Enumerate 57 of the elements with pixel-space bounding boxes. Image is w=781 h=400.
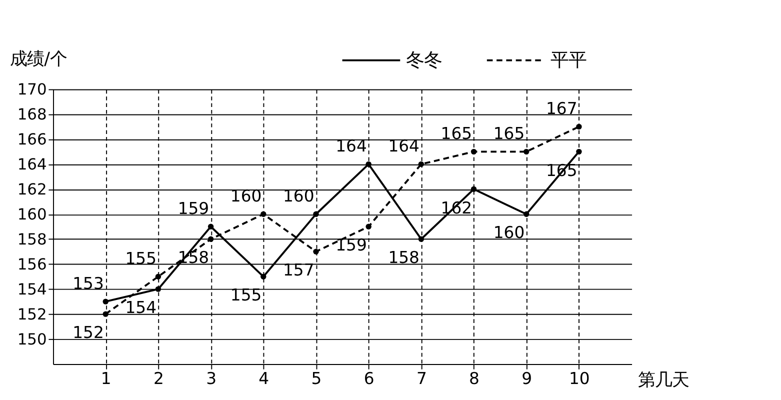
point: [470, 186, 477, 192]
point: [418, 236, 424, 242]
point: [208, 224, 214, 230]
point: [313, 211, 319, 217]
y-tick-label: 156: [17, 255, 47, 274]
y-tick-label: 152: [17, 305, 47, 324]
x-tick-label: 7: [416, 368, 427, 388]
y-tick-label: 170: [17, 80, 47, 99]
data-label: 155: [125, 249, 156, 268]
x-tick-label: 5: [311, 368, 322, 388]
x-tick-label: 1: [100, 368, 112, 388]
y-axis-title: 成绩/个: [10, 50, 67, 70]
point: [366, 224, 372, 230]
x-tick-label: 3: [206, 368, 216, 388]
point: [155, 286, 162, 292]
point: [208, 236, 214, 242]
x-tick-label: 6: [364, 368, 374, 388]
y-tick-label: 164: [17, 155, 47, 174]
point: [366, 161, 372, 168]
x-tick-label: 10: [569, 368, 590, 388]
point: [576, 148, 582, 155]
y-tick-label: 150: [17, 330, 47, 348]
point: [260, 211, 266, 217]
point: [524, 148, 530, 155]
y-tick-label: 158: [17, 230, 47, 248]
point: [576, 124, 582, 130]
data-label: 164: [336, 136, 367, 156]
y-tick-label: 160: [17, 205, 47, 224]
point: [418, 161, 424, 168]
y-tick-label: 154: [17, 280, 47, 298]
x-tick-label: 9: [522, 368, 532, 388]
legend-label: 冬冬: [406, 50, 442, 72]
data-label: 167: [546, 99, 578, 118]
data-label: 158: [388, 248, 420, 268]
point: [102, 311, 108, 317]
data-label: 160: [493, 223, 525, 242]
data-label: 154: [125, 298, 156, 318]
data-label: 152: [72, 323, 104, 342]
data-label: 159: [178, 199, 210, 218]
x-tick-label: 4: [258, 368, 270, 388]
x-tick-label: 2: [153, 368, 164, 388]
point: [313, 248, 319, 254]
x-axis-title: 第几天: [638, 370, 689, 391]
data-label: 165: [440, 124, 472, 144]
y-tick-label: 162: [17, 180, 47, 198]
point: [260, 274, 266, 280]
y-tick-label: 166: [17, 130, 47, 148]
y-tick-label: 168: [17, 106, 47, 124]
point: [524, 211, 530, 217]
point: [102, 298, 108, 304]
data-label: 164: [388, 136, 420, 156]
data-label: 153: [72, 274, 104, 294]
point: [470, 148, 477, 155]
x-tick-label: 8: [469, 368, 480, 388]
legend-label: 平平: [550, 50, 587, 72]
data-label: 165: [493, 124, 525, 144]
point: [155, 274, 162, 280]
